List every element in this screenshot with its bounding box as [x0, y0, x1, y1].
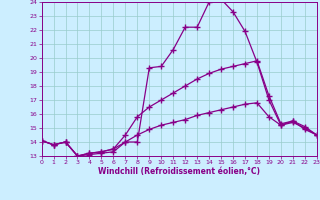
X-axis label: Windchill (Refroidissement éolien,°C): Windchill (Refroidissement éolien,°C)	[98, 167, 260, 176]
